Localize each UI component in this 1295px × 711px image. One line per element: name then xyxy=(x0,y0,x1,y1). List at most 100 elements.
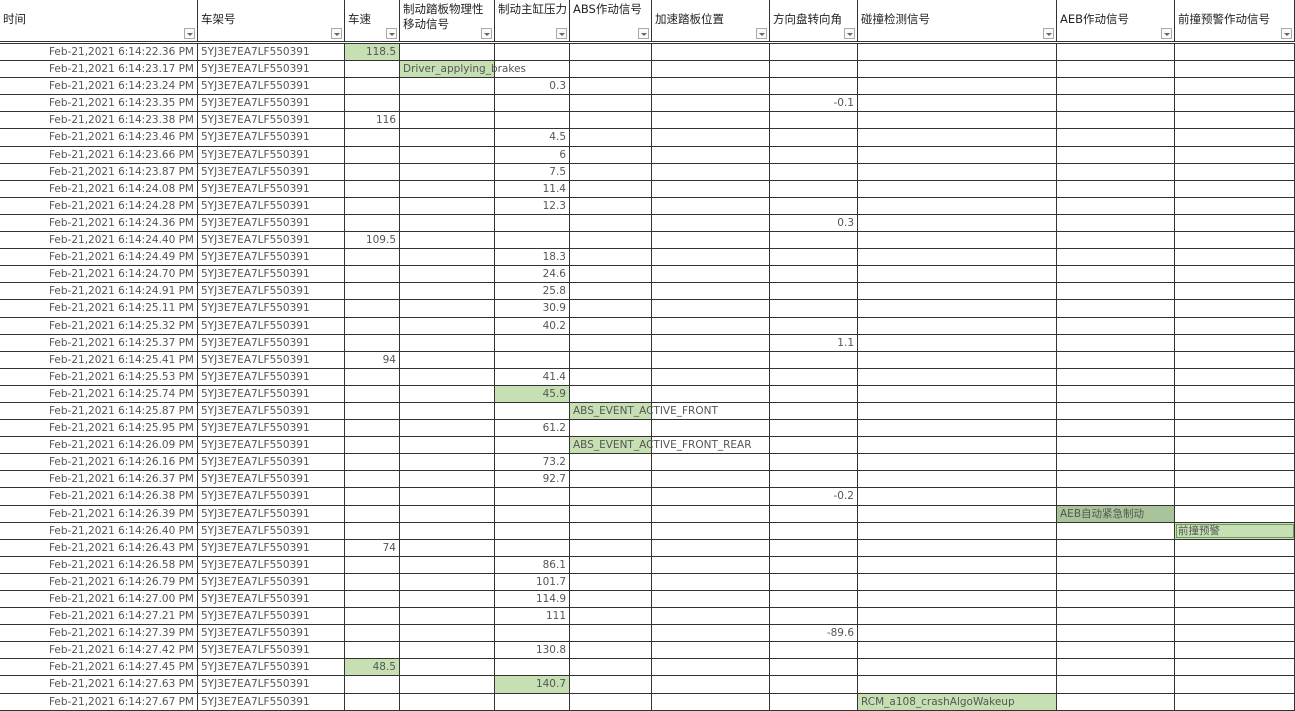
table-cell[interactable] xyxy=(770,471,858,488)
table-cell[interactable]: 111 xyxy=(495,608,570,625)
table-cell[interactable] xyxy=(652,659,770,676)
table-cell[interactable] xyxy=(1057,283,1175,300)
table-cell[interactable] xyxy=(495,44,570,61)
table-cell[interactable]: 116 xyxy=(345,112,400,129)
table-cell[interactable] xyxy=(770,78,858,95)
table-cell[interactable] xyxy=(770,266,858,283)
table-cell[interactable] xyxy=(652,437,770,454)
table-cell[interactable]: Feb-21,2021 6:14:25.74 PM xyxy=(0,385,198,402)
table-cell[interactable]: 5YJ3E7EA7LF550391 xyxy=(198,488,345,505)
table-cell[interactable] xyxy=(1175,693,1295,710)
table-cell[interactable] xyxy=(770,61,858,78)
table-cell[interactable] xyxy=(570,591,652,608)
table-cell[interactable] xyxy=(400,385,495,402)
table-cell[interactable] xyxy=(1057,556,1175,573)
table-cell[interactable] xyxy=(1057,334,1175,351)
table-cell[interactable]: 5YJ3E7EA7LF550391 xyxy=(198,334,345,351)
table-cell[interactable] xyxy=(345,61,400,78)
table-cell[interactable]: Feb-21,2021 6:14:26.58 PM xyxy=(0,556,198,573)
table-cell[interactable]: 5YJ3E7EA7LF550391 xyxy=(198,232,345,249)
table-cell[interactable] xyxy=(345,420,400,437)
table-cell[interactable] xyxy=(495,112,570,129)
table-cell[interactable]: 74 xyxy=(345,539,400,556)
table-cell[interactable]: ABS_EVENT_ACTIVE_FRONT_REAR xyxy=(570,437,752,454)
filter-dropdown-icon[interactable] xyxy=(1281,28,1292,39)
table-cell[interactable]: Feb-21,2021 6:14:24.28 PM xyxy=(0,197,198,214)
table-cell[interactable] xyxy=(570,539,652,556)
table-cell[interactable]: 5YJ3E7EA7LF550391 xyxy=(198,44,345,61)
table-cell[interactable] xyxy=(495,505,570,522)
table-cell[interactable]: 5YJ3E7EA7LF550391 xyxy=(198,112,345,129)
table-cell[interactable] xyxy=(1175,180,1295,197)
table-cell[interactable] xyxy=(570,471,652,488)
table-cell[interactable] xyxy=(400,522,495,539)
table-cell[interactable]: 18.3 xyxy=(495,249,570,266)
table-cell[interactable] xyxy=(770,539,858,556)
table-cell[interactable] xyxy=(858,95,1057,112)
table-cell[interactable]: Feb-21,2021 6:14:27.21 PM xyxy=(0,608,198,625)
table-cell[interactable] xyxy=(652,420,770,437)
table-cell[interactable] xyxy=(570,642,652,659)
table-cell[interactable] xyxy=(770,676,858,693)
table-cell[interactable] xyxy=(652,608,770,625)
table-cell[interactable]: 5YJ3E7EA7LF550391 xyxy=(198,197,345,214)
table-cell[interactable]: 130.8 xyxy=(495,642,570,659)
table-cell[interactable] xyxy=(770,573,858,590)
table-cell[interactable]: 前撞预警 xyxy=(1175,522,1295,539)
table-cell[interactable] xyxy=(345,625,400,642)
table-cell[interactable] xyxy=(1175,402,1295,420)
table-cell[interactable]: 5YJ3E7EA7LF550391 xyxy=(198,573,345,590)
table-cell[interactable]: Driver_applying_brakes xyxy=(400,61,526,78)
table-cell[interactable]: 5YJ3E7EA7LF550391 xyxy=(198,283,345,300)
table-cell[interactable]: 118.5 xyxy=(345,44,400,61)
table-cell[interactable]: 5YJ3E7EA7LF550391 xyxy=(198,608,345,625)
table-cell[interactable] xyxy=(400,437,495,454)
table-cell[interactable] xyxy=(1057,693,1175,710)
table-cell[interactable] xyxy=(570,317,652,334)
table-cell[interactable] xyxy=(400,129,495,146)
table-cell[interactable] xyxy=(400,180,495,197)
table-cell[interactable] xyxy=(570,368,652,385)
table-cell[interactable] xyxy=(858,317,1057,334)
table-cell[interactable] xyxy=(770,351,858,368)
table-cell[interactable] xyxy=(1175,591,1295,608)
table-cell[interactable] xyxy=(495,488,570,505)
table-cell[interactable] xyxy=(400,676,495,693)
table-cell[interactable] xyxy=(345,385,400,402)
table-cell[interactable] xyxy=(400,197,495,214)
table-cell[interactable]: 40.2 xyxy=(495,317,570,334)
table-cell[interactable] xyxy=(858,591,1057,608)
table-cell[interactable] xyxy=(1057,249,1175,266)
table-cell[interactable]: 5YJ3E7EA7LF550391 xyxy=(198,214,345,232)
table-cell[interactable]: Feb-21,2021 6:14:27.63 PM xyxy=(0,676,198,693)
table-cell[interactable] xyxy=(652,591,770,608)
table-cell[interactable]: 5YJ3E7EA7LF550391 xyxy=(198,522,345,539)
table-cell[interactable] xyxy=(400,214,495,232)
table-cell[interactable] xyxy=(495,232,570,249)
table-cell[interactable] xyxy=(570,197,652,214)
table-cell[interactable]: 5YJ3E7EA7LF550391 xyxy=(198,317,345,334)
table-cell[interactable] xyxy=(1175,505,1295,522)
table-cell[interactable]: 5YJ3E7EA7LF550391 xyxy=(198,249,345,266)
filter-dropdown-icon[interactable] xyxy=(1161,28,1172,39)
table-cell[interactable] xyxy=(858,197,1057,214)
table-cell[interactable] xyxy=(400,591,495,608)
table-cell[interactable] xyxy=(1175,95,1295,112)
table-cell[interactable] xyxy=(570,385,652,402)
table-cell[interactable] xyxy=(770,420,858,437)
table-cell[interactable] xyxy=(1175,249,1295,266)
table-cell[interactable] xyxy=(1057,266,1175,283)
table-cell[interactable] xyxy=(1057,402,1175,420)
table-cell[interactable] xyxy=(1175,573,1295,590)
table-cell[interactable] xyxy=(345,505,400,522)
table-cell[interactable]: 5YJ3E7EA7LF550391 xyxy=(198,693,345,710)
table-cell[interactable] xyxy=(570,573,652,590)
table-cell[interactable] xyxy=(570,61,652,78)
table-cell[interactable] xyxy=(858,420,1057,437)
table-cell[interactable]: Feb-21,2021 6:14:23.35 PM xyxy=(0,95,198,112)
table-cell[interactable] xyxy=(1175,351,1295,368)
table-cell[interactable] xyxy=(570,283,652,300)
table-cell[interactable] xyxy=(495,95,570,112)
table-cell[interactable] xyxy=(652,163,770,180)
table-cell[interactable]: 1.1 xyxy=(770,334,858,351)
